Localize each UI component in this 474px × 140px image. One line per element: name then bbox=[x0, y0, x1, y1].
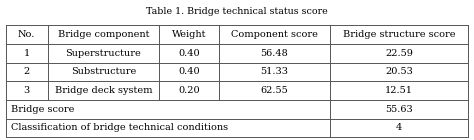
Text: Classification of bridge technical conditions: Classification of bridge technical condi… bbox=[11, 123, 228, 132]
Text: Table 1. Bridge technical status score: Table 1. Bridge technical status score bbox=[146, 7, 328, 16]
Text: Bridge structure score: Bridge structure score bbox=[343, 30, 456, 39]
Text: 12.51: 12.51 bbox=[385, 86, 413, 95]
Text: Superstructure: Superstructure bbox=[65, 49, 141, 58]
Text: Bridge score: Bridge score bbox=[11, 105, 75, 114]
Text: 1: 1 bbox=[24, 49, 30, 58]
Text: 0.40: 0.40 bbox=[178, 49, 200, 58]
Text: Bridge component: Bridge component bbox=[57, 30, 149, 39]
Text: 0.40: 0.40 bbox=[178, 67, 200, 76]
Text: 22.59: 22.59 bbox=[385, 49, 413, 58]
Text: 55.63: 55.63 bbox=[385, 105, 413, 114]
Text: No.: No. bbox=[18, 30, 36, 39]
Text: 3: 3 bbox=[24, 86, 30, 95]
Text: Substructure: Substructure bbox=[71, 67, 136, 76]
Text: 56.48: 56.48 bbox=[261, 49, 288, 58]
Text: 62.55: 62.55 bbox=[261, 86, 288, 95]
Text: Bridge deck system: Bridge deck system bbox=[55, 86, 152, 95]
Text: Component score: Component score bbox=[231, 30, 318, 39]
Text: 20.53: 20.53 bbox=[385, 67, 413, 76]
Text: 2: 2 bbox=[24, 67, 30, 76]
Text: 51.33: 51.33 bbox=[261, 67, 289, 76]
Text: Weight: Weight bbox=[172, 30, 206, 39]
Text: 0.20: 0.20 bbox=[178, 86, 200, 95]
Text: 4: 4 bbox=[396, 123, 402, 132]
